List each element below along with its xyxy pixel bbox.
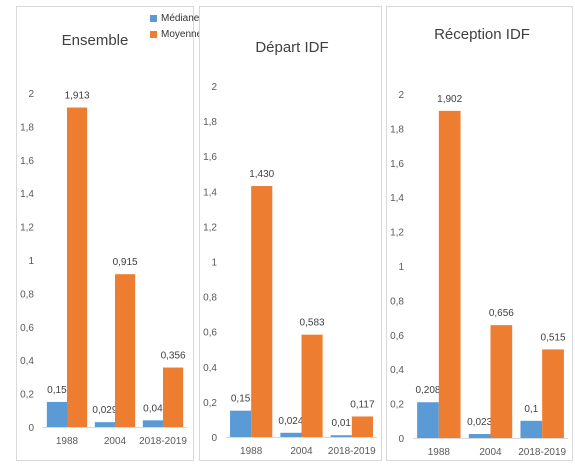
y-tick-label: 2 — [398, 90, 404, 101]
data-label-median: 0,023 — [467, 417, 492, 428]
bar-median-1988 — [417, 402, 439, 438]
y-tick-label: 0,8 — [20, 289, 34, 300]
y-tick-label: 0,6 — [203, 328, 217, 339]
x-tick-label: 2004 — [479, 447, 502, 458]
data-label-mean: 1,902 — [437, 94, 462, 105]
y-tick-label: 0,2 — [20, 390, 34, 401]
y-tick-label: 0,4 — [203, 363, 217, 374]
data-label-median: 0,024 — [278, 416, 303, 427]
data-label-mean: 0,117 — [350, 399, 375, 410]
chart-ensemble: Ensemble 0 0,2 0,4 0,6 0,8 1 1,2 1,4 1,6 1,8 2 0,15 1… — [20, 32, 187, 447]
y-tick-label: 0,8 — [390, 296, 404, 307]
bar-median-1988 — [230, 410, 252, 437]
bar-mean-2004 — [115, 274, 136, 427]
data-label-median: 0,15 — [231, 394, 251, 405]
chart-title: Réception IDF — [434, 26, 530, 43]
y-tick-label: 1,6 — [390, 159, 404, 170]
chart-panel-reception-idf: Réception IDF 0 0,2 0,4 0,6 0,8 1 1,2 1,4 1,6 1,8 2… — [386, 6, 573, 461]
y-tick-label: 0,2 — [203, 398, 217, 409]
y-tick-label: 1,2 — [20, 223, 34, 234]
data-label-median: 0,208 — [415, 385, 440, 396]
y-tick-label: 1 — [28, 256, 34, 267]
y-tick-label: 1,8 — [203, 117, 217, 128]
bar-mean-2018-2019 — [542, 349, 564, 438]
bar-mean-2004 — [301, 334, 323, 437]
y-tick-label: 1,8 — [390, 124, 404, 135]
y-tick-label: 1,4 — [20, 189, 34, 200]
y-tick-label: 2 — [28, 89, 34, 100]
bar-mean-1988 — [67, 107, 88, 428]
data-label-mean: 0,515 — [541, 332, 566, 343]
data-label-mean: 0,656 — [489, 308, 514, 319]
y-tick-label: 1,6 — [20, 156, 34, 167]
bar-median-1988 — [46, 401, 67, 427]
data-label-mean: 1,430 — [249, 169, 274, 180]
bar-mean-1988 — [438, 110, 461, 438]
bar-median-2018-2019 — [330, 435, 352, 437]
y-tick-label: 0,2 — [390, 400, 404, 411]
y-tick-label: 1,6 — [203, 152, 217, 163]
bar-median-2004 — [94, 422, 115, 427]
data-label-mean: 0,356 — [161, 351, 186, 362]
legend-median: Médiane — [150, 13, 199, 24]
y-tick-label: 2 — [211, 82, 217, 93]
bar-median-2018-2019 — [142, 420, 163, 427]
y-tick-label: 1,4 — [203, 187, 217, 198]
x-tick-label: 2018-2019 — [139, 436, 187, 447]
legend-mean-label: Moyenne — [161, 29, 203, 40]
data-label-mean: 0,915 — [113, 257, 138, 268]
y-tick-label: 0 — [28, 423, 34, 434]
y-tick-label: 0,6 — [390, 331, 404, 342]
legend-median-swatch — [150, 15, 157, 22]
data-label-median: 0,01 — [332, 418, 352, 429]
legend-mean: Moyenne — [150, 29, 202, 40]
y-tick-label: 1,4 — [390, 193, 404, 204]
data-label-median: 0,029 — [92, 405, 117, 416]
y-tick-label: 1 — [398, 262, 404, 273]
y-tick-label: 0 — [211, 433, 217, 444]
x-tick-label: 2004 — [104, 436, 127, 447]
data-label-median: 0,04 — [143, 403, 163, 414]
y-tick-label: 0,8 — [203, 293, 217, 304]
y-tick-label: 1,2 — [203, 222, 217, 233]
chart-panel-ensemble: Ensemble 0 0,2 0,4 0,6 0,8 1 1,2 1,4 1,6 1,8 2 0,15 1… — [16, 6, 202, 461]
y-tick-label: 1 — [211, 258, 217, 269]
x-tick-label: 1988 — [56, 436, 79, 447]
y-tick-label: 0,6 — [20, 323, 34, 334]
data-label-median: 0,1 — [524, 404, 538, 415]
chart-title: Ensemble — [62, 32, 129, 49]
chart-depart-idf: Départ IDF 0 0,2 0,4 0,6 0,8 1 1,2 1,4 1,6 1,8 2 0,1… — [203, 39, 377, 457]
bar-mean-1988 — [251, 186, 273, 437]
chart-panel-depart-idf: Départ IDF 0 0,2 0,4 0,6 0,8 1 1,2 1,4 1,6 1,8 2 0,1… — [199, 6, 382, 461]
y-tick-label: 1,2 — [390, 228, 404, 239]
legend-median-label: Médiane — [161, 13, 200, 24]
bar-mean-2004 — [490, 325, 513, 438]
bar-median-2004 — [280, 432, 302, 437]
x-tick-label: 1988 — [240, 446, 263, 457]
y-tick-label: 0,4 — [20, 356, 34, 367]
legend-mean-swatch — [150, 31, 157, 38]
x-tick-label: 2018-2019 — [328, 446, 376, 457]
data-label-mean: 0,583 — [300, 318, 325, 329]
chart-reception-idf: Réception IDF 0 0,2 0,4 0,6 0,8 1 1,2 1,4 1,6 1,8 2… — [390, 26, 568, 458]
data-label-mean: 1,913 — [65, 91, 90, 102]
y-tick-label: 0,4 — [390, 365, 404, 376]
y-tick-label: 0 — [398, 434, 404, 445]
bar-mean-2018-2019 — [351, 416, 373, 437]
x-tick-label: 1988 — [428, 447, 451, 458]
x-tick-label: 2018-2019 — [518, 447, 566, 458]
x-tick-label: 2004 — [290, 446, 313, 457]
chart-title: Départ IDF — [255, 39, 328, 56]
data-label-median: 0,15 — [47, 385, 67, 396]
bar-mean-2018-2019 — [163, 367, 184, 427]
bar-median-2004 — [468, 434, 491, 438]
y-tick-label: 1,8 — [20, 122, 34, 133]
bar-median-2018-2019 — [520, 420, 543, 438]
